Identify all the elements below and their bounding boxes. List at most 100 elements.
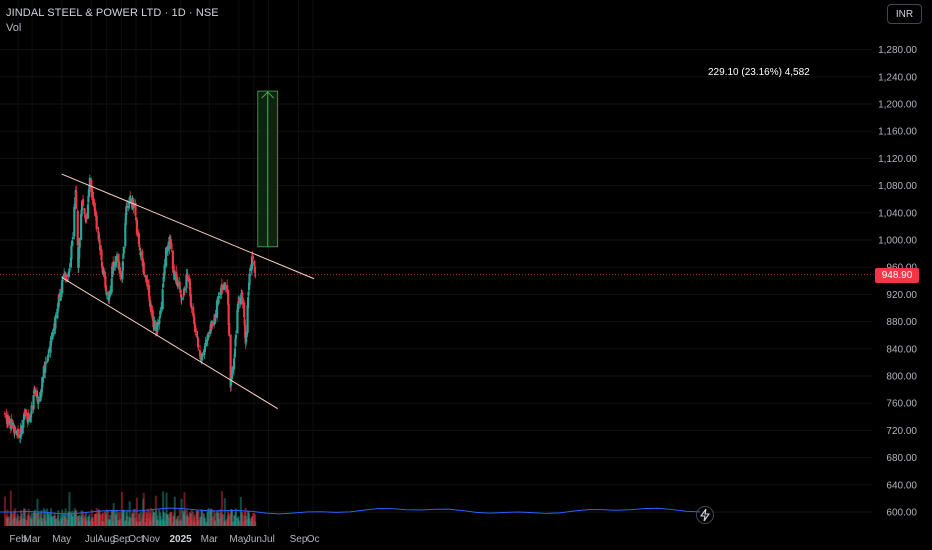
volume-bar (14, 508, 17, 526)
volume-bar (78, 521, 81, 526)
volume-bar (111, 511, 114, 526)
volume-bar (251, 513, 254, 526)
volume-bar (95, 513, 98, 526)
volume-bar (128, 501, 131, 526)
candle-body (203, 345, 206, 352)
volume-bar (98, 511, 101, 526)
candle-body (160, 307, 163, 310)
volume-bar (248, 518, 251, 526)
volume-bar (245, 515, 248, 526)
candle-body (149, 304, 153, 312)
volume-bar (154, 495, 157, 526)
volume-bar (43, 514, 46, 526)
volume-bar (98, 509, 101, 526)
candle-body (67, 271, 71, 277)
candle-body (126, 205, 129, 208)
volume-bar (148, 510, 151, 526)
volume-bar (65, 518, 68, 526)
volume-bar (196, 510, 199, 526)
volume-bar (22, 518, 25, 526)
candle-body (189, 294, 192, 306)
volume-bar (64, 516, 67, 526)
volume-bar (158, 521, 161, 526)
volume-bar (53, 515, 56, 526)
candle-body (30, 415, 33, 417)
currency-button[interactable]: INR (887, 4, 922, 24)
volume-bar (82, 511, 85, 526)
volume-bar (227, 510, 230, 526)
volume-bar (183, 512, 186, 526)
candle-body (75, 191, 78, 209)
candle-body (48, 351, 51, 353)
volume-bar (217, 513, 220, 526)
volume-bar (202, 513, 205, 526)
volume-bar (197, 520, 200, 526)
candle-body (241, 292, 244, 297)
volume-bar (206, 509, 209, 526)
candle-body (253, 261, 256, 267)
candle-body (193, 317, 196, 325)
volume-bar (138, 513, 141, 526)
candle-body (153, 320, 156, 330)
volume-bar (210, 509, 213, 526)
volume-bar (213, 510, 216, 526)
volume-bar (240, 514, 243, 526)
volume-bar (239, 496, 242, 526)
candle-body (241, 297, 244, 305)
candle-body (109, 290, 112, 295)
candle-body (129, 198, 132, 200)
price-tick: 760.00 (886, 399, 917, 410)
volume-bar (30, 512, 33, 526)
volume-bar (224, 521, 227, 526)
candle-body (92, 197, 95, 205)
volume-bar (81, 515, 84, 526)
volume-bar (190, 510, 193, 526)
candle-body (190, 305, 193, 308)
volume-bar (244, 520, 247, 526)
volume-bar (40, 510, 43, 526)
tradingview-logo-icon[interactable] (696, 506, 714, 524)
volume-bar (136, 521, 139, 526)
volume-bar (231, 521, 234, 526)
volume-bar (60, 518, 63, 526)
volume-bar (206, 512, 209, 526)
volume-bar (23, 518, 26, 526)
candle-body (29, 415, 32, 423)
candle-body (5, 414, 8, 419)
candle-body (226, 285, 229, 293)
drawings[interactable] (61, 90, 315, 410)
candle-body (110, 278, 113, 293)
volume-bar (69, 512, 72, 526)
volume-bar (116, 509, 119, 526)
volume-bar (109, 515, 112, 526)
price-tick: 640.00 (886, 480, 917, 491)
volume-bar (37, 511, 40, 526)
volume-bar (141, 513, 144, 526)
volume-bar (54, 519, 57, 526)
volume-bar (41, 518, 44, 526)
volume-bar (68, 512, 71, 526)
volume-bar (17, 515, 20, 526)
volume-bar (253, 512, 256, 526)
volume-bar (155, 519, 158, 526)
volume-bar (33, 512, 36, 526)
volume-bar (193, 514, 196, 526)
volume-bar (81, 518, 84, 526)
volume-legend[interactable]: Vol (6, 22, 22, 34)
volume-bar (189, 513, 192, 526)
volume-bar (219, 509, 222, 526)
symbol-title[interactable]: JINDAL STEEL & POWER LTD · 1D · NSE (6, 7, 219, 19)
volume-bar (179, 519, 182, 526)
price-tick: 920.00 (886, 290, 917, 301)
volume-bar (167, 514, 170, 526)
volume-bar (186, 514, 189, 526)
time-tick: Aug (97, 534, 115, 545)
volume-bar (228, 516, 231, 526)
candle-body (104, 285, 107, 292)
volume-bar (192, 520, 195, 526)
volume-bar (92, 521, 95, 526)
candle-body (176, 276, 179, 283)
candle-body (173, 273, 176, 280)
